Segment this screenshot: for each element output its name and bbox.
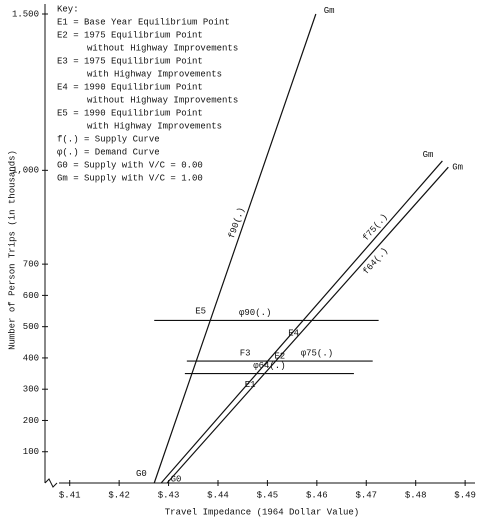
x-tick-label: $.46 [306, 490, 328, 500]
key-line: without Highway Improvements [87, 95, 238, 105]
curve-label: f64(.) [361, 246, 390, 277]
point-label: Gm [423, 150, 434, 160]
point-label: E2 [274, 352, 285, 362]
curve-label: φ64(.) [253, 361, 285, 371]
key-line: without Highway Improvements [87, 43, 238, 53]
y-axis-label: Number of Person Trips (in thousands) [7, 150, 17, 350]
key-line: Gm = Supply with V/C = 1.00 [57, 173, 203, 183]
point-label: F3 [240, 349, 251, 359]
x-tick-label: $.47 [355, 490, 377, 500]
key-line: E3 = 1975 Equilibrium Point [57, 56, 203, 66]
point-label: Gm [324, 6, 335, 16]
curve [160, 160, 443, 484]
axis-break [44, 478, 58, 488]
point-label: G0 [136, 469, 147, 479]
y-tick-label: 600 [23, 291, 39, 301]
x-tick-label: $.41 [59, 490, 81, 500]
point-label: E4 [288, 328, 299, 338]
key-line: with Highway Improvements [87, 69, 222, 79]
key-line: f(.) = Supply Curve [57, 134, 160, 144]
y-tick-label: 300 [23, 385, 39, 395]
key-line: E5 = 1990 Equilibrium Point [57, 108, 203, 118]
x-tick-label: $.44 [207, 490, 229, 500]
y-tick-label: 500 [23, 322, 39, 332]
x-axis-label: Travel Impedance (1964 Dollar Value) [165, 507, 359, 517]
key-line: G0 = Supply with V/C = 0.00 [57, 160, 203, 170]
x-tick-label: $.42 [108, 490, 130, 500]
curve-label: φ90(.) [239, 308, 271, 318]
point-label: E1 [245, 380, 256, 390]
x-tick-label: $.48 [405, 490, 427, 500]
key-line: E1 = Base Year Equilibrium Point [57, 17, 230, 27]
y-tick-label: 1,000 [12, 166, 39, 176]
key-line: Key: [57, 4, 79, 14]
x-tick-label: $.49 [454, 490, 476, 500]
key-line: E4 = 1990 Equilibrium Point [57, 82, 203, 92]
curve-label: φ75(.) [301, 348, 333, 358]
y-tick-label: 100 [23, 447, 39, 457]
point-label: Gm [452, 163, 463, 173]
point-label: E5 [195, 306, 206, 316]
y-tick-label: 200 [23, 416, 39, 426]
curve [166, 166, 449, 484]
key-line: E2 = 1975 Equilibrium Point [57, 30, 203, 40]
key-line: φ(.) = Demand Curve [57, 147, 160, 157]
y-tick-label: 400 [23, 353, 39, 363]
key-line: with Highway Improvements [87, 121, 222, 131]
y-tick-label: 1.500 [12, 9, 39, 19]
point-label: G0 [171, 475, 182, 485]
curve [153, 13, 317, 484]
x-tick-label: $.43 [158, 490, 180, 500]
y-tick-label: 700 [23, 260, 39, 270]
x-tick-label: $.45 [257, 490, 279, 500]
